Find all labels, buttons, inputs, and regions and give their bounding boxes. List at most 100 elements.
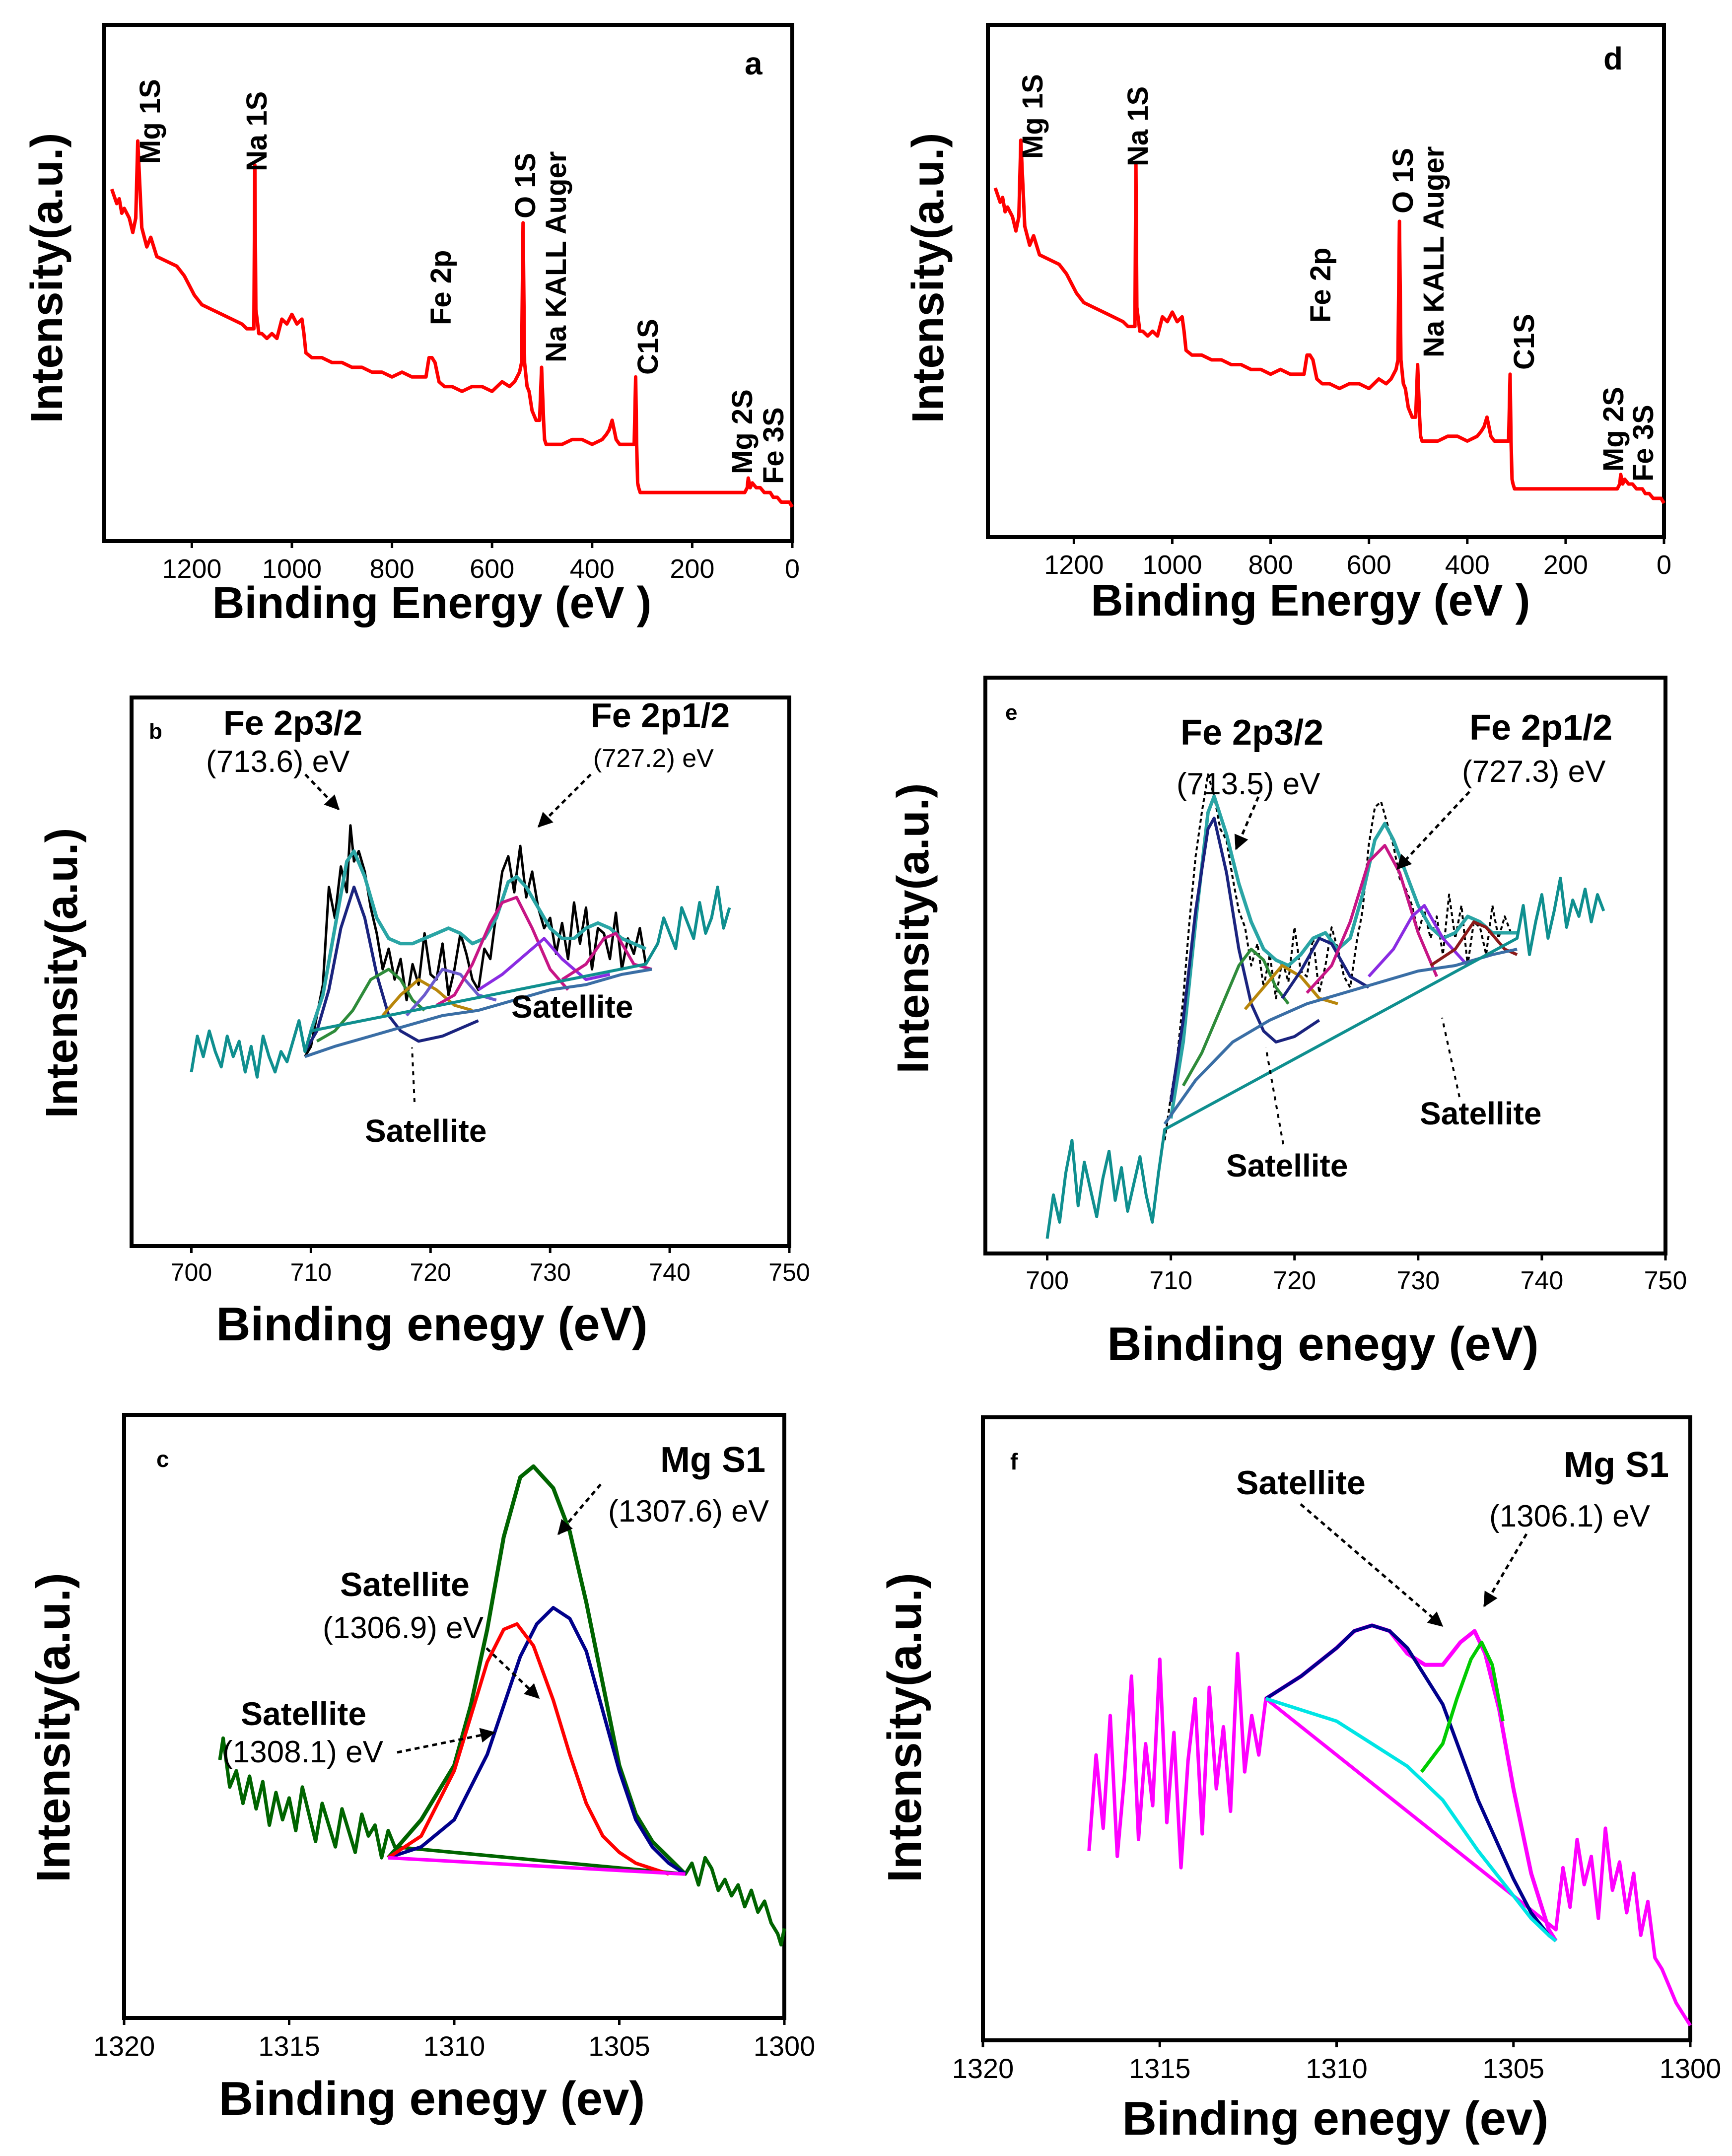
series-satellite-1306-9-ev [387, 1606, 687, 1876]
annotation-peak-energy: (1306.9) eV [323, 1611, 484, 1645]
x-tick-label: 750 [768, 1258, 810, 1286]
panel-letter: a [745, 46, 762, 81]
annotation-satellite: Satellite [511, 989, 633, 1025]
panel-b: 700 710 720 730 740 750 b Binding enegy (eV) … [37, 695, 810, 1351]
panel-e: 700 710 720 730 740 750 e Binding enegy (eV) … [889, 676, 1687, 1371]
peak-label: Na KALL Auger [540, 151, 572, 362]
x-tick-label: 730 [529, 1258, 570, 1286]
peak-label: O 1S [509, 153, 542, 218]
series-layer [1087, 1623, 1692, 2026]
x-tick-label: 200 [1543, 550, 1588, 580]
x-tick-label: 700 [1026, 1266, 1069, 1295]
y-axis-label: Intensity(a.u.) [903, 133, 953, 423]
annotation-peak-energy: (713.6) eV [206, 745, 350, 779]
annotation-peak-name: Mg S1 [1564, 1445, 1669, 1485]
annotation-peak-name: Fe 2p3/2 [223, 703, 362, 742]
panel-d: 1200 1000 800 600 400 200 0 d Binding Energy (… [903, 23, 1671, 626]
x-ticks: 700 710 720 730 740 750 [1026, 1253, 1687, 1295]
x-axis-label: Binding enegy (eV) [1107, 1318, 1538, 1371]
panel-c: 1320 1315 1310 1305 1300 c Binding enegy (ev… [27, 1413, 815, 2125]
panel-letter: e [1005, 700, 1017, 725]
series-satellite-1 [1181, 948, 1290, 1087]
x-tick-label: 0 [785, 554, 800, 584]
panel-letter: f [1010, 1449, 1018, 1474]
annotation-satellite: Satellite [365, 1113, 486, 1149]
annotation-arrow [1483, 1533, 1528, 1607]
x-ticks: 1320 1315 1310 1305 1300 [93, 2018, 815, 2062]
annotation-peak-energy: (1307.6) eV [608, 1494, 769, 1529]
x-tick-label: 1000 [1142, 550, 1202, 580]
panel-letter: b [149, 719, 162, 744]
x-tick-label: 1315 [1129, 2053, 1191, 2084]
series-layer [993, 138, 1665, 504]
annotation-peak-energy: (1306.1) eV [1489, 1499, 1651, 1533]
series-satellite-5 [477, 937, 611, 991]
x-tick-label: 730 [1396, 1266, 1440, 1295]
peak-label: Fe 2p [425, 250, 457, 326]
x-ticks: 1200 1000 800 600 400 200 0 [1044, 537, 1671, 580]
x-tick-label: 710 [290, 1258, 332, 1286]
series-satellite-1308-1-ev [387, 1622, 670, 1876]
series-baseline [388, 1856, 686, 1876]
x-tick-label: 710 [1149, 1266, 1192, 1295]
series-layer [190, 824, 731, 1079]
x-tick-label: 600 [470, 554, 514, 584]
x-tick-label: 700 [171, 1258, 212, 1286]
panel-f: 1320 1315 1310 1305 1300 f Binding enegy (ev… [878, 1415, 1721, 2145]
series-satellite-4 [1306, 844, 1438, 994]
annotation-satellite: Satellite [1236, 1464, 1366, 1502]
annotation-arrow [1234, 796, 1260, 850]
x-ticks: 1200 1000 800 600 400 200 0 [162, 541, 800, 584]
x-tick-label: 750 [1644, 1266, 1687, 1295]
plot-frame [130, 695, 791, 1248]
x-tick-label: 800 [370, 554, 415, 584]
annotation-peak-name: Fe 2p1/2 [1469, 708, 1612, 748]
series-background [1045, 877, 1605, 1239]
x-tick-label: 1320 [952, 2053, 1014, 2084]
x-tick-label: 740 [1521, 1266, 1564, 1295]
series-baseline [1163, 948, 1518, 1125]
y-axis-label: Intensity(a.u.) [889, 783, 938, 1073]
peak-label: Mg 2S [726, 389, 759, 474]
x-ticks: 1320 1315 1310 1305 1300 [952, 2040, 1721, 2084]
annotation-pointer [1265, 1047, 1284, 1145]
x-tick-label: 1315 [258, 2030, 320, 2062]
x-tick-label: 800 [1248, 550, 1293, 580]
series-baseline [304, 968, 652, 1058]
panel-a: 1200 1000 800 600 400 200 0 a Binding Energy (… [22, 23, 800, 628]
annotation-peak-name: Fe 2p1/2 [591, 696, 730, 735]
x-tick-label: 1200 [162, 554, 221, 584]
annotation-peak-name: Mg S1 [660, 1440, 765, 1480]
annotation-satellite: Satellite [1226, 1148, 1348, 1183]
annotation-arrow [485, 1647, 540, 1699]
plot-frame [102, 23, 794, 543]
series-survey [110, 139, 794, 508]
x-axis-label: Binding Energy (eV ) [1091, 576, 1530, 626]
series-layer [1045, 773, 1605, 1239]
peak-label: Mg 2S [1597, 387, 1630, 472]
y-axis-label: Intensity(a.u.) [878, 1573, 931, 1882]
series-survey [993, 138, 1665, 504]
peak-label: Na 1S [1122, 86, 1154, 166]
x-tick-label: 740 [649, 1258, 690, 1286]
x-tick-label: 0 [1657, 550, 1671, 580]
annotation-arrow [537, 773, 592, 828]
annotation-satellite: Satellite [1420, 1096, 1541, 1131]
annotation-pointer [1441, 1017, 1460, 1098]
annotation-satellite: Satellite [241, 1695, 366, 1732]
annotation-arrow [397, 1728, 495, 1754]
series-raw-data [218, 1736, 786, 1947]
x-axis-label: Binding enegy (ev) [1122, 2092, 1549, 2145]
series-raw-data [1087, 1652, 1692, 2026]
x-tick-label: 400 [1445, 550, 1490, 580]
x-axis-label: Binding Energy (eV ) [212, 578, 651, 628]
series-layer [218, 1464, 786, 1947]
annotation-peak-energy: (1308.1) eV [222, 1735, 384, 1769]
series-fit-envelope [1169, 794, 1518, 1119]
x-tick-label: 1305 [1482, 2053, 1544, 2084]
series-fe-2p3-2-component [1169, 817, 1320, 1103]
annotation-peak-name: Fe 2p3/2 [1180, 713, 1323, 753]
x-tick-label: 1310 [1306, 2053, 1368, 2084]
y-axis-label: Intensity(a.u.) [22, 133, 72, 423]
